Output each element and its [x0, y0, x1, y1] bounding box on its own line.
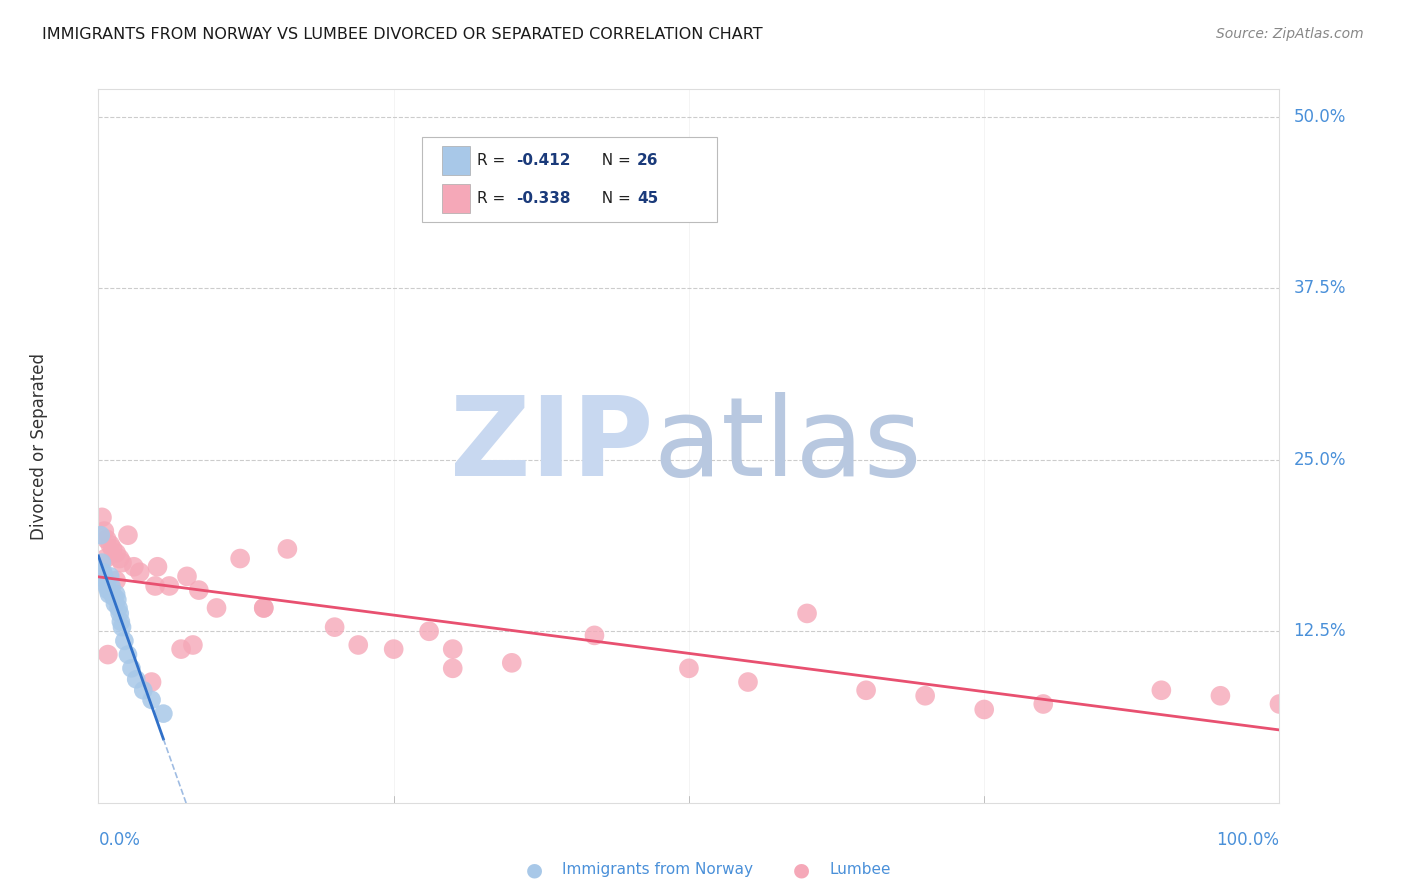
Point [229, 551, 252, 566]
Point [914, 689, 936, 703]
Point [737, 675, 759, 690]
Point [97, 648, 120, 662]
Point [117, 648, 139, 662]
Text: 45: 45 [637, 191, 658, 206]
Text: ZIP: ZIP [450, 392, 654, 500]
Point [94, 574, 117, 588]
Point [418, 624, 440, 639]
Point [253, 601, 276, 615]
Point [143, 579, 166, 593]
Point [205, 601, 228, 615]
Point [1032, 697, 1054, 711]
Text: ●: ● [793, 860, 810, 880]
Point [90, 528, 112, 542]
Point [98, 569, 121, 583]
Point [91, 510, 114, 524]
Point [187, 583, 209, 598]
Point [796, 607, 818, 621]
Point [181, 638, 204, 652]
Point [678, 661, 700, 675]
Point [105, 587, 128, 601]
Point [108, 551, 131, 566]
Point [132, 683, 155, 698]
Point [91, 566, 114, 580]
Point [323, 620, 346, 634]
Point [94, 551, 117, 566]
Point [276, 541, 298, 556]
Point [1150, 683, 1173, 698]
Point [583, 628, 606, 642]
Text: 26: 26 [637, 153, 658, 168]
Point [176, 569, 198, 583]
Point [253, 601, 276, 615]
Point [98, 538, 121, 552]
Text: atlas: atlas [654, 392, 922, 500]
Text: 0.0%: 0.0% [98, 831, 141, 849]
Point [91, 556, 114, 570]
Point [441, 642, 464, 657]
Text: -0.338: -0.338 [516, 191, 571, 206]
Point [121, 661, 143, 675]
Point [105, 546, 128, 560]
Text: 100.0%: 100.0% [1216, 831, 1279, 849]
Point [97, 583, 120, 598]
Text: R =: R = [477, 153, 510, 168]
Point [93, 524, 115, 538]
Point [111, 620, 134, 634]
Point [98, 587, 121, 601]
Text: Immigrants from Norway: Immigrants from Norway [562, 863, 754, 877]
Text: N =: N = [592, 153, 636, 168]
Point [141, 675, 163, 690]
Point [1209, 689, 1232, 703]
Point [103, 590, 125, 604]
Point [108, 607, 131, 621]
Point [101, 587, 124, 601]
Point [170, 642, 193, 657]
Point [100, 579, 122, 593]
Point [501, 656, 523, 670]
Point [855, 683, 877, 698]
Text: 50.0%: 50.0% [1294, 108, 1346, 126]
Text: ●: ● [526, 860, 543, 880]
Text: N =: N = [592, 191, 636, 206]
Point [104, 597, 127, 611]
Text: IMMIGRANTS FROM NORWAY VS LUMBEE DIVORCED OR SEPARATED CORRELATION CHART: IMMIGRANTS FROM NORWAY VS LUMBEE DIVORCE… [42, 27, 763, 42]
Point [110, 615, 132, 629]
Text: Divorced or Separated: Divorced or Separated [31, 352, 48, 540]
Text: Source: ZipAtlas.com: Source: ZipAtlas.com [1216, 27, 1364, 41]
Point [441, 661, 464, 675]
Point [93, 569, 115, 583]
Point [96, 533, 118, 547]
Point [107, 601, 129, 615]
Point [347, 638, 370, 652]
Point [125, 673, 148, 687]
Point [96, 579, 118, 593]
Point [1268, 697, 1291, 711]
Text: 25.0%: 25.0% [1294, 450, 1346, 468]
Text: R =: R = [477, 191, 510, 206]
Point [112, 633, 135, 648]
Text: 37.5%: 37.5% [1294, 279, 1346, 297]
Point [122, 559, 145, 574]
Point [128, 566, 150, 580]
Text: Lumbee: Lumbee [830, 863, 891, 877]
Point [105, 574, 128, 588]
Point [146, 559, 169, 574]
Point [152, 706, 174, 721]
Point [111, 556, 134, 570]
Point [105, 592, 128, 607]
Point [117, 528, 139, 542]
Point [141, 693, 163, 707]
Point [101, 541, 124, 556]
Point [157, 579, 180, 593]
Point [382, 642, 405, 657]
Text: -0.412: -0.412 [516, 153, 571, 168]
Text: 12.5%: 12.5% [1294, 623, 1346, 640]
Point [973, 702, 995, 716]
